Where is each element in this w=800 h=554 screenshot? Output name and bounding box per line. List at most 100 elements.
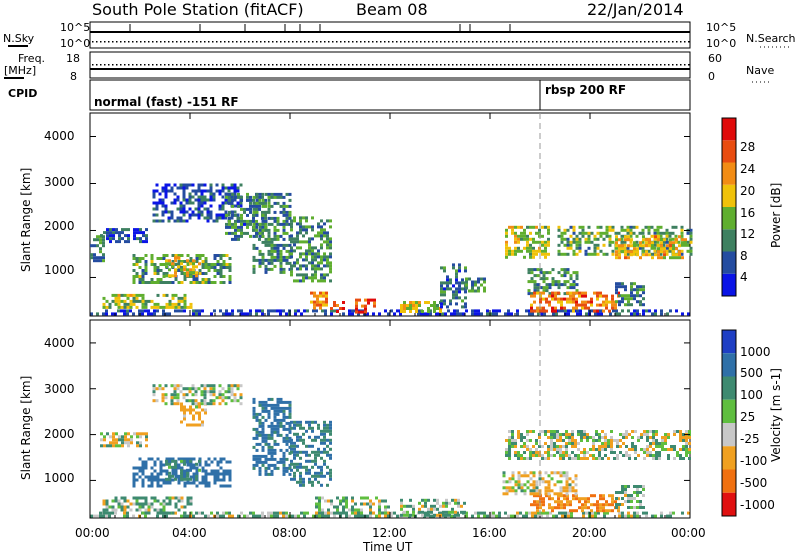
velocity-cell bbox=[673, 430, 676, 433]
velocity-cell bbox=[547, 436, 550, 439]
power-cell bbox=[572, 297, 575, 301]
velocity-cell bbox=[616, 439, 619, 442]
nsearch-series-dot bbox=[544, 41, 546, 43]
power-cell bbox=[443, 293, 446, 297]
power-cell bbox=[674, 240, 678, 244]
velocity-cell bbox=[109, 441, 112, 445]
nsearch-series-dot bbox=[596, 41, 598, 43]
velocity-cell bbox=[574, 439, 577, 442]
velocity-cell bbox=[562, 471, 566, 475]
power-cell bbox=[240, 225, 243, 229]
power-cell bbox=[189, 302, 193, 306]
nsky-tick-top: 10^5 bbox=[60, 21, 91, 34]
power-cell bbox=[689, 234, 693, 238]
power-cell bbox=[532, 225, 535, 229]
power-cell bbox=[188, 195, 192, 199]
velocity-cell bbox=[450, 514, 453, 518]
power-cell bbox=[326, 255, 329, 259]
velocity-cell bbox=[621, 485, 624, 488]
power-cell bbox=[230, 195, 234, 199]
power-cell bbox=[246, 198, 249, 202]
velocity-cell bbox=[144, 463, 148, 467]
velocity-cell bbox=[621, 491, 624, 494]
power-cell bbox=[290, 240, 293, 244]
velocity-cell bbox=[299, 423, 302, 427]
velocity-cell bbox=[636, 485, 639, 488]
velocity-cell bbox=[517, 486, 521, 490]
power-cbar-tick: 4 bbox=[740, 270, 748, 284]
power-cell bbox=[240, 207, 243, 211]
power-cell bbox=[141, 309, 144, 313]
velocity-cell bbox=[553, 483, 557, 487]
velocity-cell bbox=[261, 511, 264, 515]
power-cell bbox=[590, 240, 594, 244]
power-cell bbox=[639, 303, 642, 307]
power-colorbar-frame bbox=[721, 117, 737, 297]
velocity-cell bbox=[547, 430, 550, 433]
nsearch-tick-bottom: 10^0 bbox=[706, 37, 737, 50]
power-cell bbox=[326, 240, 329, 244]
power-cell bbox=[483, 277, 486, 281]
velocity-cell bbox=[139, 444, 142, 448]
power-cell bbox=[585, 312, 588, 316]
velocity-cell bbox=[225, 469, 229, 473]
velocity-cell bbox=[646, 436, 649, 439]
nave-series-dot bbox=[268, 64, 270, 66]
power-cell bbox=[636, 288, 639, 292]
power-cell bbox=[639, 294, 642, 298]
power-cell bbox=[324, 312, 327, 316]
nave-series-dot bbox=[136, 64, 138, 66]
velocity-cell bbox=[601, 436, 604, 439]
power-cell bbox=[282, 258, 286, 262]
power-cbar-tick: 16 bbox=[740, 206, 756, 220]
velocity-cell bbox=[685, 445, 688, 448]
power-cell bbox=[117, 293, 121, 297]
power-cell bbox=[102, 241, 105, 245]
velocity-cell bbox=[120, 502, 124, 506]
power-cell bbox=[261, 252, 265, 256]
velocity-cell bbox=[514, 480, 518, 484]
velocity-cell bbox=[296, 468, 299, 472]
velocity-cell bbox=[297, 514, 300, 518]
power-cell bbox=[180, 305, 184, 309]
power-cell bbox=[446, 287, 449, 291]
velocity-cell bbox=[532, 483, 536, 487]
power-cell bbox=[563, 271, 567, 275]
velocity-cell bbox=[136, 435, 139, 439]
power-cell bbox=[138, 281, 142, 284]
power-cell bbox=[305, 276, 308, 280]
power-cell bbox=[412, 301, 415, 304]
velocity-cell bbox=[655, 430, 658, 433]
nave-series-dot bbox=[288, 64, 290, 66]
velocity-cell bbox=[129, 502, 133, 506]
velocity-cell bbox=[342, 505, 345, 509]
power-cell bbox=[225, 225, 228, 229]
nave-series-dot bbox=[440, 64, 442, 66]
power-cell bbox=[618, 247, 621, 251]
power-cell bbox=[273, 264, 277, 268]
power-cell bbox=[624, 250, 627, 254]
velocity-cell bbox=[520, 457, 523, 460]
power-cell bbox=[282, 231, 286, 235]
power-cell bbox=[557, 283, 561, 287]
power-cell bbox=[653, 249, 657, 253]
power-cell bbox=[317, 279, 320, 283]
velocity-cell bbox=[390, 514, 393, 518]
velocity-cell bbox=[111, 505, 115, 509]
velocity-cell bbox=[418, 510, 421, 514]
power-cell bbox=[276, 237, 280, 241]
velocity-cell bbox=[147, 511, 151, 515]
power-cell bbox=[152, 213, 156, 217]
power-cell bbox=[147, 299, 151, 303]
power-cell bbox=[320, 273, 323, 277]
power-cell bbox=[197, 213, 201, 217]
velocity-cell bbox=[586, 436, 589, 439]
nave-series-dot bbox=[492, 64, 494, 66]
velocity-cell bbox=[195, 477, 198, 481]
velocity-cell bbox=[529, 430, 532, 433]
power-cell bbox=[316, 303, 319, 307]
power-cell bbox=[180, 268, 183, 272]
power-cell bbox=[657, 238, 660, 242]
power-cell bbox=[526, 243, 529, 247]
power-cbar-tick: 8 bbox=[740, 249, 748, 263]
